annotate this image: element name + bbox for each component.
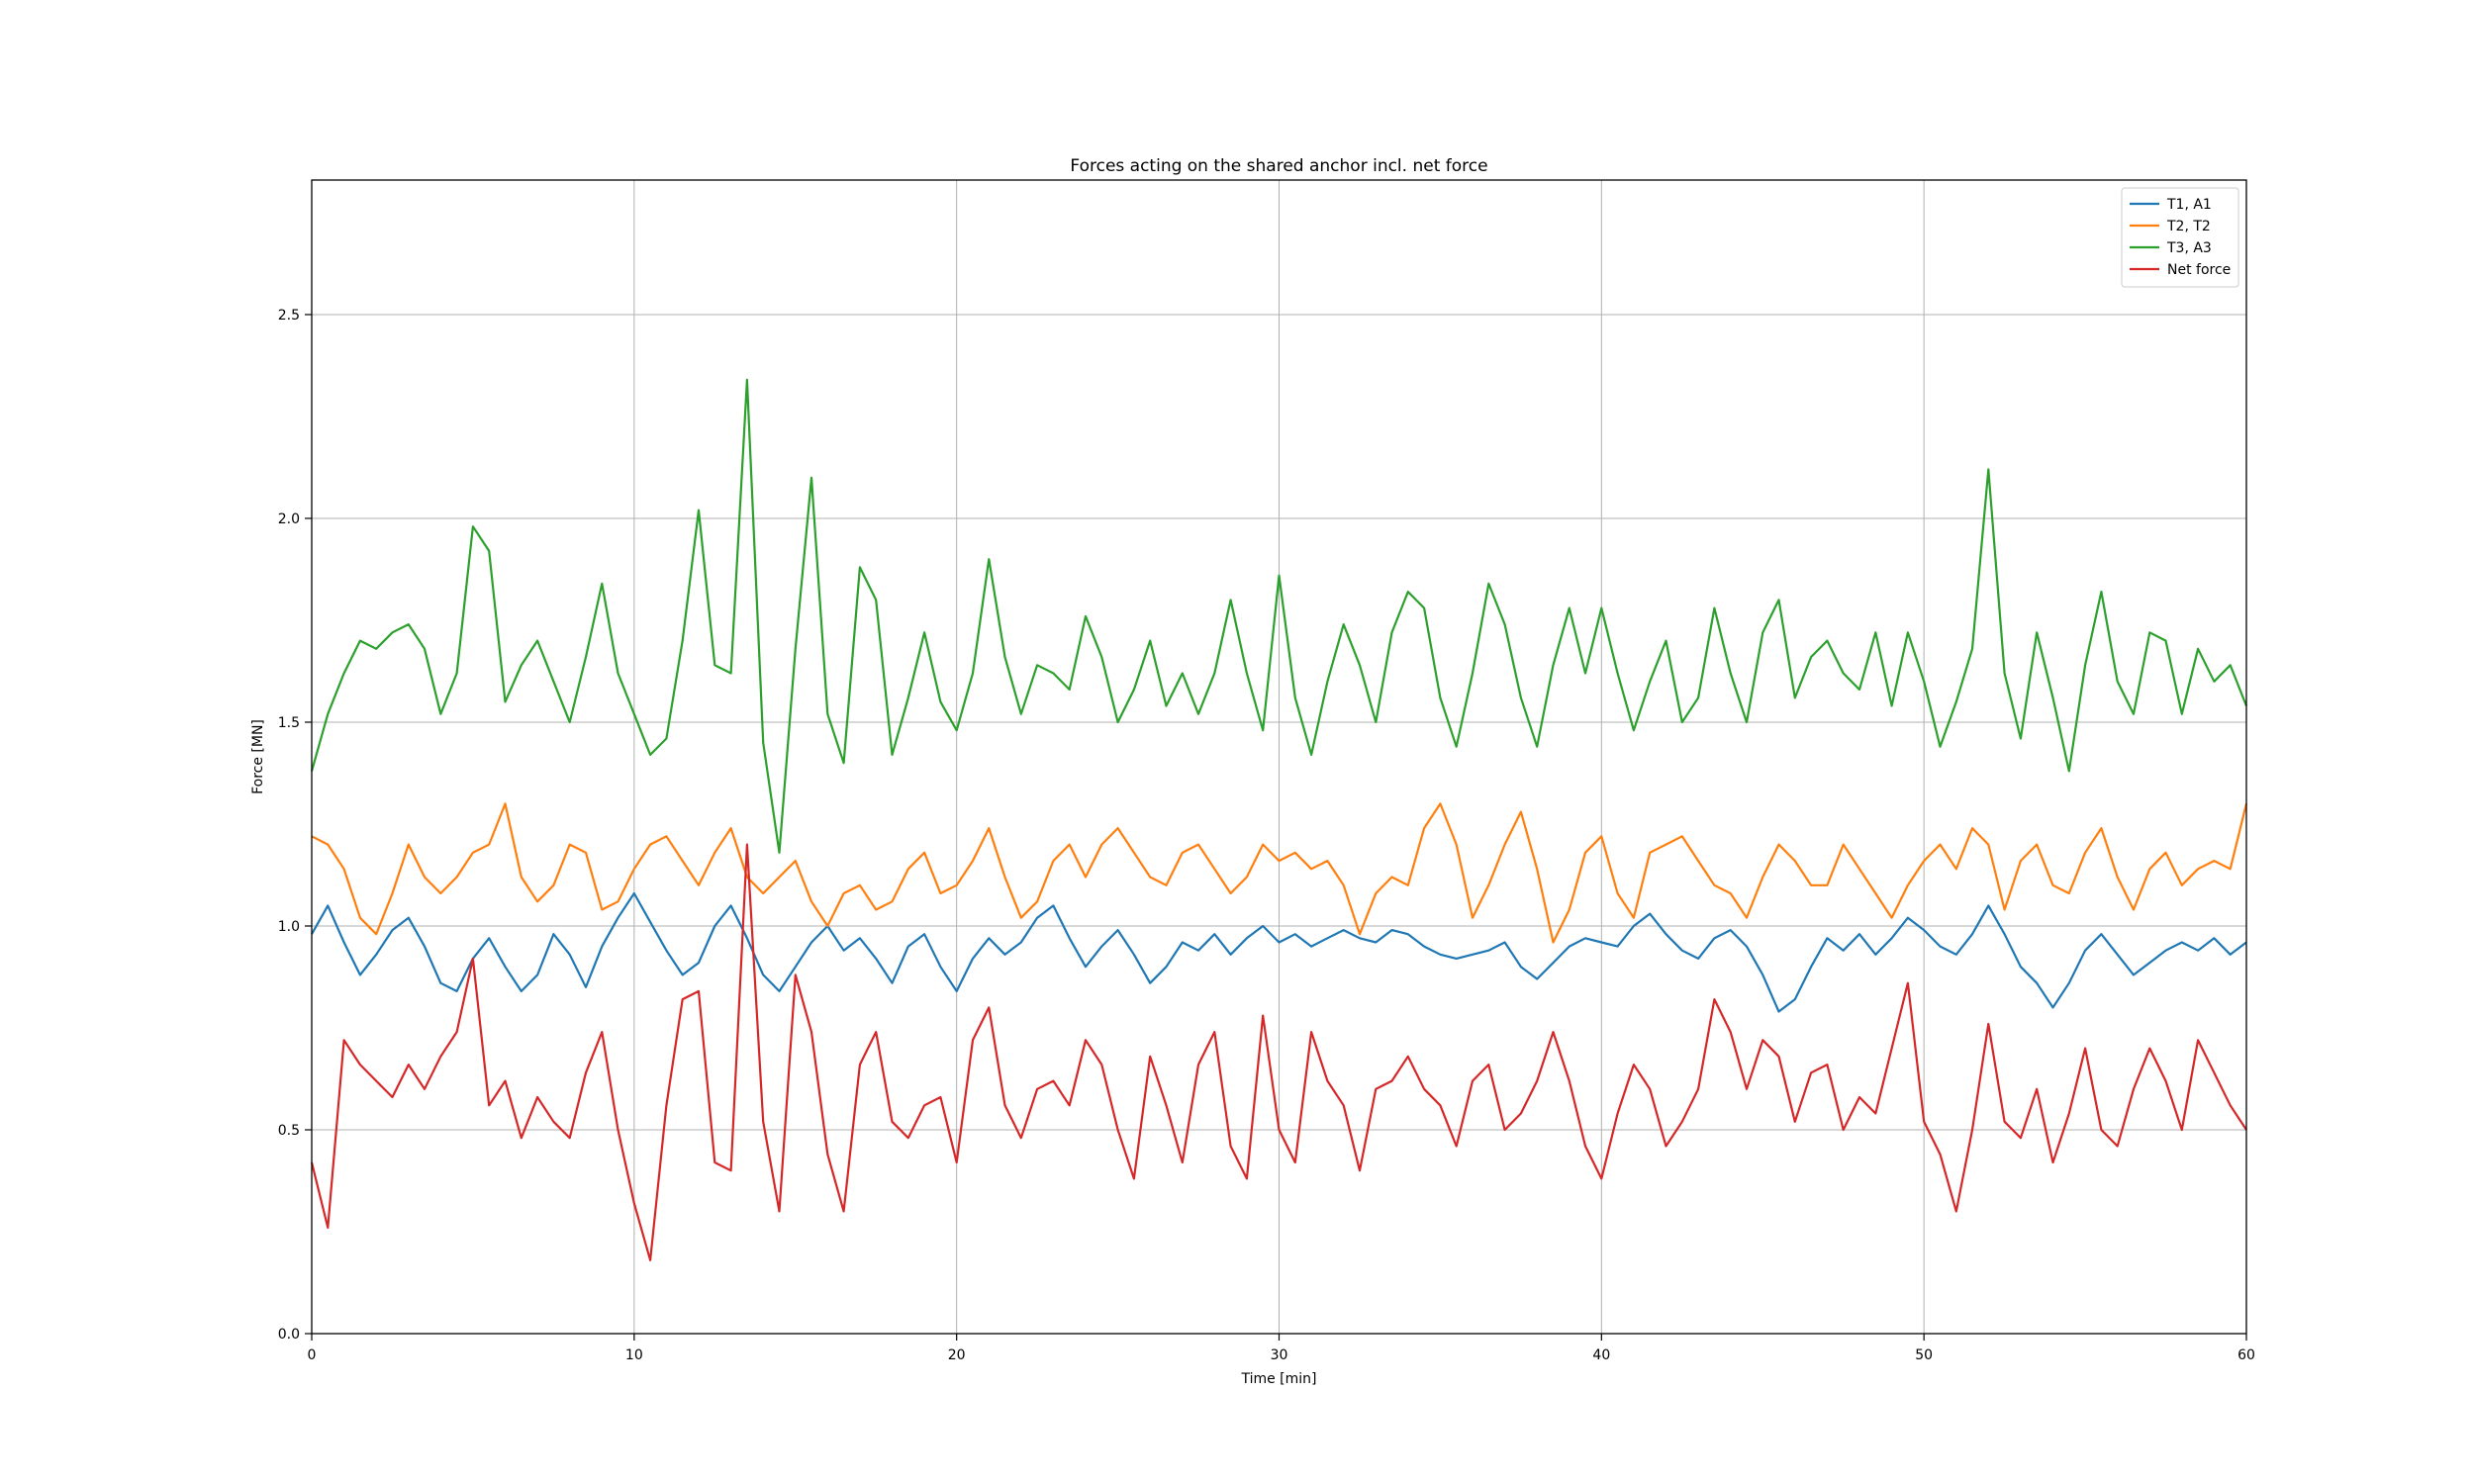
- legend-label: Net force: [2167, 262, 2231, 278]
- chart-title: Forces acting on the shared anchor incl.…: [1070, 156, 1487, 176]
- legend-label: T1, A1: [2166, 197, 2212, 213]
- series-line-t1-a1: [311, 891, 2247, 1013]
- x-tick-label: 50: [1915, 1347, 1933, 1363]
- y-tick-label: 2.0: [278, 511, 300, 527]
- series-line-t2-t2: [311, 802, 2248, 944]
- y-tick-label: 0.5: [278, 1123, 300, 1139]
- y-tick-label: 1.5: [278, 715, 300, 731]
- legend-label: T2, T2: [2166, 219, 2211, 234]
- x-tick-label: 40: [1592, 1347, 1610, 1363]
- legend: T1, A1 T2, T2 T3, A3 Net force: [2121, 187, 2239, 288]
- y-tick-label: 1.0: [278, 919, 300, 935]
- x-tick-label: 60: [2237, 1347, 2255, 1363]
- axis-ticks: 0 10 20 30 40 50 60 0.0 0.5 1.0 1.5 2.0 2.5: [278, 308, 2255, 1363]
- x-tick-label: 20: [948, 1347, 966, 1363]
- series-line-net-force: [310, 843, 2247, 1261]
- x-tick-label: 0: [308, 1347, 317, 1363]
- y-tick-label: 0.0: [278, 1327, 300, 1343]
- y-axis-label: Force [MN]: [250, 719, 266, 794]
- x-axis-label: Time [min]: [1240, 1371, 1316, 1387]
- x-tick-label: 10: [625, 1347, 643, 1363]
- x-tick-label: 30: [1271, 1347, 1288, 1363]
- legend-box: [2121, 187, 2239, 288]
- grid: [311, 180, 2247, 1335]
- series-group: [310, 378, 2248, 1261]
- legend-label: T3, A3: [2166, 240, 2212, 256]
- y-tick-label: 2.5: [278, 308, 300, 324]
- series-line-t3-a3: [310, 378, 2248, 854]
